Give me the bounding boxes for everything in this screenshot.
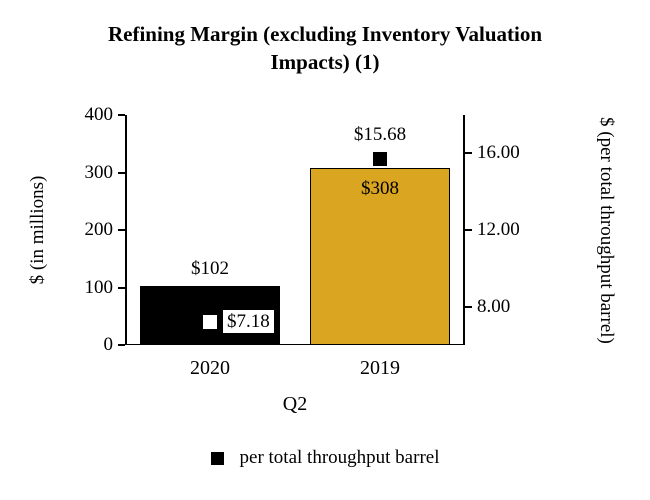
- left-tick-mark: [118, 229, 125, 231]
- scatter-marker-icon: [373, 152, 387, 167]
- right-tick-mark: [465, 305, 472, 308]
- legend: per total throughput barrel: [0, 447, 650, 469]
- scatter-marker-icon: [203, 315, 217, 330]
- right-tick-label: 12.00: [477, 219, 520, 240]
- left-tick-mark: [118, 344, 125, 346]
- scatter-value-label: $7.18: [223, 310, 274, 334]
- left-tick-mark: [118, 286, 125, 289]
- legend-marker-icon: [210, 451, 224, 465]
- left-tick-label: 300: [84, 161, 114, 183]
- right-tick-mark: [465, 152, 472, 155]
- legend-label: per total throughput barrel: [239, 447, 440, 468]
- right-axis-title: $ (per total throughput barrel): [595, 116, 617, 344]
- x-tick-label: 2020: [190, 357, 230, 379]
- bar-value-label: $308: [361, 177, 399, 199]
- left-tick-label: 400: [84, 104, 114, 125]
- scatter-value-label: $15.68: [353, 124, 407, 146]
- right-tick-mark: [465, 229, 472, 231]
- x-axis-title: Q2: [282, 393, 308, 415]
- right-tick-label: 16.00: [477, 142, 520, 164]
- left-tick-label: 0: [103, 334, 114, 355]
- chart-title: Refining Margin (excluding Inventory Val…: [107, 22, 543, 75]
- x-tick-label: 2019: [360, 357, 400, 379]
- left-tick-label: 200: [84, 219, 114, 240]
- left-axis-title: $ (in millions): [27, 175, 48, 285]
- left-tick-label: 100: [84, 276, 114, 298]
- plot-area: [125, 115, 465, 345]
- left-tick-mark: [118, 171, 125, 174]
- left-tick-mark: [118, 114, 125, 116]
- bar-value-label: $102: [191, 258, 229, 280]
- right-tick-label: 8.00: [477, 295, 511, 317]
- bar: [310, 167, 450, 345]
